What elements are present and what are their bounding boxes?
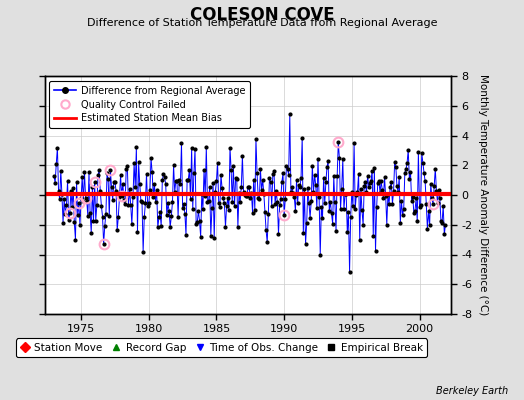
Legend: Difference from Regional Average, Quality Control Failed, Estimated Station Mean: Difference from Regional Average, Qualit…: [49, 81, 250, 128]
Y-axis label: Monthly Temperature Anomaly Difference (°C): Monthly Temperature Anomaly Difference (…: [478, 74, 488, 316]
Text: Berkeley Earth: Berkeley Earth: [436, 386, 508, 396]
Text: COLESON COVE: COLESON COVE: [190, 6, 334, 24]
Text: Difference of Station Temperature Data from Regional Average: Difference of Station Temperature Data f…: [87, 18, 437, 28]
Legend: Station Move, Record Gap, Time of Obs. Change, Empirical Break: Station Move, Record Gap, Time of Obs. C…: [16, 338, 427, 357]
